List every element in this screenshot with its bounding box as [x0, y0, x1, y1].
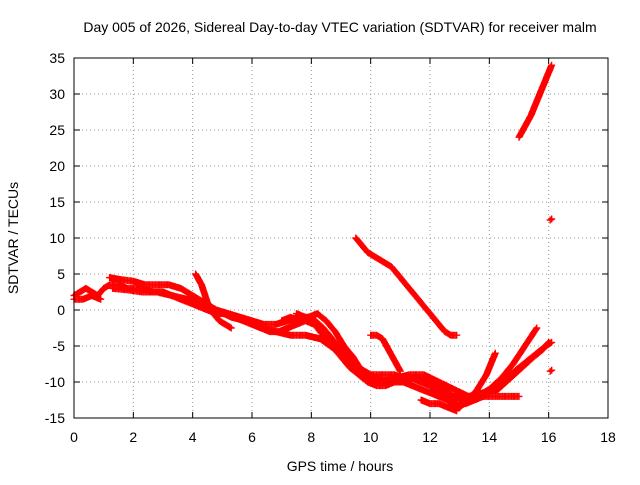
series-track-i	[367, 331, 404, 375]
series-track-n	[546, 366, 556, 375]
x-tick-label: 18	[600, 429, 616, 445]
x-tick-label: 10	[363, 429, 379, 445]
series-markers	[546, 366, 556, 375]
x-tick-label: 4	[189, 429, 197, 445]
y-tick-label: -5	[53, 338, 66, 354]
series-markers	[293, 310, 523, 400]
x-tick-label: 16	[541, 429, 557, 445]
series-track-k	[417, 396, 461, 415]
series-markers	[367, 331, 404, 375]
x-axis-label: GPS time / hours	[287, 458, 394, 474]
y-axis-label: SDTVAR / TECUs	[5, 182, 21, 294]
series-track-e	[192, 270, 235, 332]
chart-title: Day 005 of 2026, Sidereal Day-to-day VTE…	[83, 19, 596, 35]
y-tick-label: 10	[49, 230, 65, 246]
y-tick-label: -15	[45, 410, 65, 426]
series-markers	[417, 396, 461, 415]
series-markers	[447, 349, 499, 411]
x-tick-label: 12	[422, 429, 438, 445]
series-track-g	[293, 310, 523, 400]
grid	[74, 58, 608, 418]
y-tick-label: 0	[57, 302, 65, 318]
y-tick-label: -10	[45, 374, 65, 390]
y-tick-label: 15	[49, 194, 65, 210]
y-tick-label: 25	[49, 122, 65, 138]
x-tick-label: 14	[482, 429, 498, 445]
x-tick-label: 2	[129, 429, 137, 445]
y-tick-label: 5	[57, 266, 65, 282]
series-markers	[352, 234, 461, 339]
y-tick-label: 30	[49, 86, 65, 102]
y-tick-label: 35	[49, 50, 65, 66]
x-tick-label: 8	[307, 429, 315, 445]
axis-ticks	[73, 57, 609, 419]
data-points	[70, 61, 556, 415]
x-tick-label: 0	[70, 429, 78, 445]
series-markers	[546, 215, 556, 224]
x-tick-label: 6	[248, 429, 256, 445]
series-track-h	[352, 234, 461, 339]
y-tick-label: 20	[49, 158, 65, 174]
series-markers	[515, 61, 556, 141]
series-track-j	[447, 349, 499, 411]
series-markers	[192, 270, 235, 332]
series-track-m	[546, 215, 556, 224]
tick-labels: 0 2 4 6 8 10 12 14 16 18 -15 -10 -5 0 5 10 15 20 25 30 35	[45, 50, 616, 445]
series-track-l	[515, 61, 556, 141]
